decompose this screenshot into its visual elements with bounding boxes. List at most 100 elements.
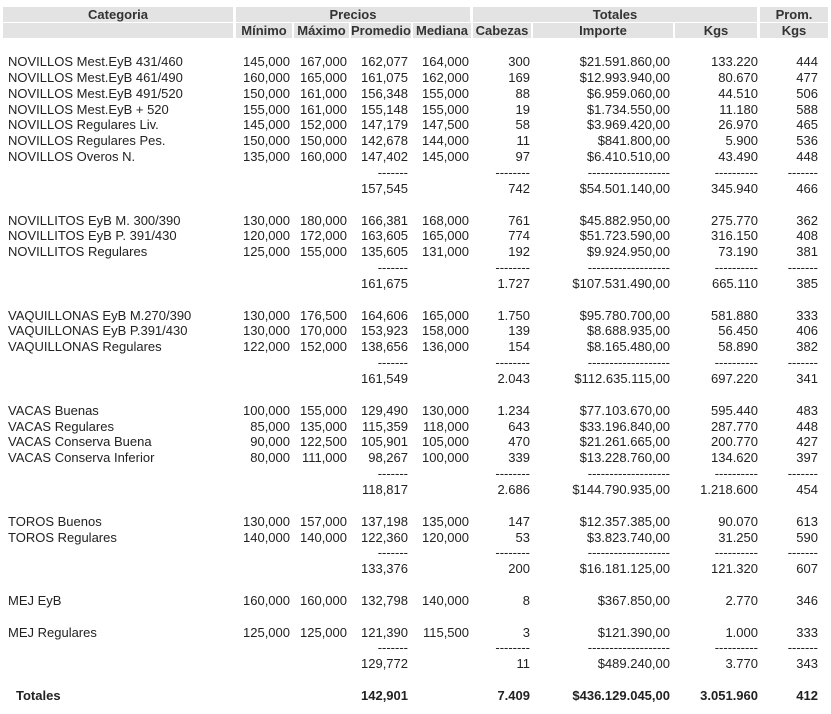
subtotal: 161,549 bbox=[361, 371, 408, 386]
separator: ------- bbox=[787, 260, 818, 276]
value: 588 bbox=[796, 101, 818, 117]
value: 382 bbox=[796, 339, 818, 355]
value: 362 bbox=[796, 212, 818, 228]
value: 444 bbox=[796, 54, 818, 69]
value: 165,000 bbox=[422, 307, 469, 323]
value: 346 bbox=[796, 592, 818, 608]
total-value: 7.409 bbox=[497, 688, 530, 703]
value: 161,000 bbox=[300, 85, 347, 101]
value: 287.770 bbox=[711, 418, 758, 434]
category: VAQUILLONAS Regulares bbox=[8, 339, 162, 355]
value: 333 bbox=[796, 307, 818, 323]
separator: ------------------- bbox=[587, 466, 670, 482]
value: 166,381 bbox=[361, 212, 408, 228]
value: $367.850,00 bbox=[597, 592, 670, 608]
value: 85,000 bbox=[250, 418, 290, 434]
subtotal: 129,772 bbox=[361, 656, 408, 672]
separator: ------- bbox=[377, 355, 408, 371]
value: 150,000 bbox=[300, 133, 347, 149]
category: VACAS Buenas bbox=[8, 402, 99, 418]
separator: ---------- bbox=[714, 640, 758, 656]
value: 11.180 bbox=[719, 101, 758, 117]
category: TOROS Regulares bbox=[8, 529, 117, 545]
subtotal: 121.320 bbox=[711, 561, 758, 577]
separator: ------- bbox=[377, 260, 408, 276]
separator: ------- bbox=[787, 164, 818, 180]
value: $12.993.940,00 bbox=[579, 69, 670, 85]
value: 161,075 bbox=[361, 69, 408, 85]
header-column: Importe bbox=[533, 23, 673, 38]
value: $3.823.740,00 bbox=[586, 529, 670, 545]
subtotal: 157,545 bbox=[361, 180, 408, 196]
value: 155,000 bbox=[300, 402, 347, 418]
value: 164,000 bbox=[422, 54, 469, 69]
value: 155,000 bbox=[300, 244, 347, 260]
value: 90,000 bbox=[250, 434, 290, 450]
subtotal: $54.501.140,00 bbox=[579, 180, 670, 196]
value: 1.234 bbox=[497, 402, 530, 418]
separator: -------- bbox=[495, 164, 530, 180]
value: 613 bbox=[796, 513, 818, 529]
value: 120,000 bbox=[422, 529, 469, 545]
separator: ------------------- bbox=[587, 260, 670, 276]
separator: ------- bbox=[787, 355, 818, 371]
separator: ------- bbox=[377, 545, 408, 561]
category: NOVILLOS Mest.EyB 431/460 bbox=[8, 54, 183, 69]
value: 122,360 bbox=[361, 529, 408, 545]
category: VACAS Regulares bbox=[8, 418, 114, 434]
value: 157,000 bbox=[300, 513, 347, 529]
value: 477 bbox=[796, 69, 818, 85]
subtotal: 343 bbox=[796, 656, 818, 672]
separator: -------- bbox=[495, 545, 530, 561]
value: 44.510 bbox=[718, 85, 758, 101]
subtotal: $489.240,00 bbox=[597, 656, 670, 672]
value: 427 bbox=[796, 434, 818, 450]
separator: -------- bbox=[495, 466, 530, 482]
value: 135,000 bbox=[243, 149, 290, 165]
value: 381 bbox=[796, 244, 818, 260]
value: 536 bbox=[796, 133, 818, 149]
value: 147 bbox=[508, 513, 530, 529]
value: 115,500 bbox=[422, 624, 469, 640]
category: VAQUILLONAS EyB M.270/390 bbox=[8, 307, 192, 323]
value: 115,359 bbox=[361, 418, 408, 434]
subtotal: $112.635.115,00 bbox=[574, 371, 670, 386]
subtotal: 161,675 bbox=[361, 275, 408, 291]
value: 581.880 bbox=[711, 307, 758, 323]
value: $6.410.510,00 bbox=[586, 149, 670, 165]
value: 147,402 bbox=[361, 149, 408, 165]
category: NOVILLOS Mest.EyB + 520 bbox=[8, 101, 169, 117]
value: 163,605 bbox=[361, 228, 408, 244]
value: 134.620 bbox=[711, 450, 758, 466]
subtotal: 385 bbox=[796, 275, 818, 291]
value: 155,000 bbox=[243, 101, 290, 117]
value: 120,000 bbox=[243, 228, 290, 244]
separator: -------- bbox=[495, 640, 530, 656]
value: 172,000 bbox=[300, 228, 347, 244]
value: 105,000 bbox=[422, 434, 469, 450]
separator: ---------- bbox=[714, 466, 758, 482]
value: 31.250 bbox=[718, 529, 758, 545]
value: 122,000 bbox=[243, 339, 290, 355]
value: 643 bbox=[508, 418, 530, 434]
value: 169 bbox=[508, 69, 530, 85]
value: 144,000 bbox=[422, 133, 469, 149]
subtotal: 1.727 bbox=[497, 275, 530, 291]
value: 147,500 bbox=[422, 117, 469, 133]
separator: ------- bbox=[377, 466, 408, 482]
category: MEJ Regulares bbox=[8, 624, 97, 640]
value: $6.959.060,00 bbox=[586, 85, 670, 101]
value: 80,000 bbox=[250, 450, 290, 466]
value: 130,000 bbox=[422, 402, 469, 418]
value: 130,000 bbox=[243, 307, 290, 323]
subtotal: 742 bbox=[508, 180, 530, 196]
value: 506 bbox=[796, 85, 818, 101]
value: 162,000 bbox=[422, 69, 469, 85]
subtotal: 3.770 bbox=[725, 656, 758, 672]
subtotal: 345.940 bbox=[711, 180, 758, 196]
subtotal: $107.531.490,00 bbox=[572, 275, 670, 291]
value: 140,000 bbox=[300, 529, 347, 545]
value: 470 bbox=[508, 434, 530, 450]
value: 80.670 bbox=[718, 69, 758, 85]
value: $8.688.935,00 bbox=[586, 323, 670, 339]
